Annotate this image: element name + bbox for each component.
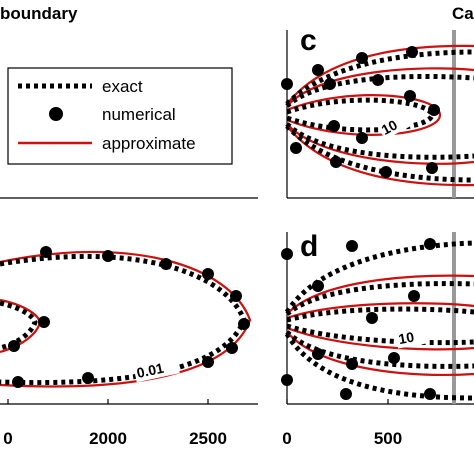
exact-curve-inner <box>286 97 435 133</box>
marker <box>426 162 438 174</box>
marker <box>380 166 392 178</box>
marker <box>281 78 293 90</box>
x-tick-label: 0 <box>282 429 291 448</box>
marker <box>238 318 250 330</box>
marker <box>38 316 50 328</box>
marker <box>346 240 358 252</box>
legend-numerical-label: numerical <box>102 105 176 124</box>
marker <box>366 312 378 324</box>
exact-curve-mid-bottom <box>285 330 474 369</box>
legend-exact-label: exact <box>102 77 143 96</box>
panel-letter: c <box>300 24 317 57</box>
approx-curve-inner-bottom <box>286 326 474 351</box>
numerical-markers <box>281 238 436 400</box>
x-tick-label: 2000 <box>89 429 127 448</box>
marker <box>281 248 293 260</box>
marker <box>424 388 436 400</box>
exact-curve-outer-bottom <box>285 124 474 183</box>
contour-label: 0.01 <box>135 360 165 381</box>
approx-curve-inner <box>286 94 442 136</box>
marker <box>324 78 336 90</box>
marker <box>346 358 358 370</box>
numerical-markers <box>281 46 440 178</box>
marker <box>312 280 324 292</box>
panel-letter: d <box>300 230 318 263</box>
panel-lower-left: 0.01 0 2000 2500 <box>0 246 258 448</box>
panel-c: c 10 <box>281 24 474 199</box>
marker <box>406 46 418 58</box>
contour-label: 10 <box>397 329 415 347</box>
marker <box>404 90 416 102</box>
marker <box>82 372 94 384</box>
marker <box>8 340 20 352</box>
marker <box>408 290 420 302</box>
marker <box>230 290 242 302</box>
exact-curve-inner-bottom <box>286 323 474 346</box>
marker <box>202 356 214 368</box>
approx-curve-inner-top <box>286 302 474 320</box>
exact-curve-mid-top <box>285 281 474 316</box>
marker <box>428 104 440 116</box>
legend-approximate-label: approximate <box>102 134 196 153</box>
marker <box>290 142 302 154</box>
marker <box>312 64 324 76</box>
panel-upper-left: exact numerical approximate <box>0 67 258 199</box>
x-tick-label: 0 <box>3 429 12 448</box>
exact-curve-inner-top <box>286 306 474 323</box>
x-tick-label: 500 <box>374 429 402 448</box>
exact-curve-outer-top <box>285 49 474 106</box>
header-left: boundary <box>0 4 78 23</box>
exact-curve-mid-top <box>285 73 474 108</box>
marker <box>160 258 172 270</box>
marker <box>340 388 352 400</box>
contour-label-bg <box>374 106 412 140</box>
exact-curve-inner <box>0 300 38 351</box>
legend-numerical-swatch <box>49 107 63 121</box>
marker <box>102 250 114 262</box>
legend: exact numerical approximate <box>7 67 233 165</box>
contour-label-bg <box>394 321 428 349</box>
marker <box>328 120 340 132</box>
panel-d: d 10 0 500 <box>281 230 474 448</box>
numerical-markers <box>8 246 250 388</box>
marker <box>40 246 52 258</box>
marker <box>281 374 293 386</box>
marker <box>424 238 436 250</box>
marker <box>312 348 324 360</box>
contour-label: 10 <box>379 116 400 138</box>
marker <box>388 352 400 364</box>
marker <box>356 132 368 144</box>
contour-label-bg <box>132 351 180 383</box>
header-right: Ca <box>452 4 474 23</box>
exact-curve-outer-top <box>284 240 474 314</box>
marker <box>356 52 368 64</box>
marker <box>372 74 384 86</box>
marker <box>330 156 342 168</box>
marker <box>226 342 238 354</box>
marker <box>12 376 24 388</box>
approx-curve-inner <box>0 298 42 354</box>
exact-curve-mid-bottom <box>285 122 474 160</box>
x-tick-label: 2500 <box>189 429 227 448</box>
marker <box>202 268 214 280</box>
